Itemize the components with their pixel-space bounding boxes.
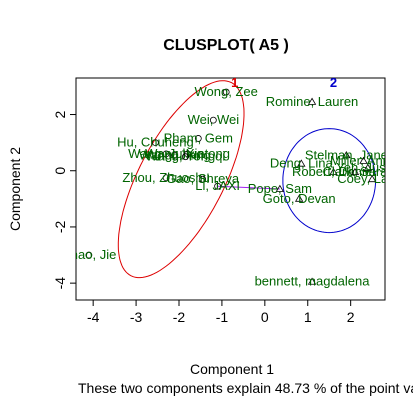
point-marker: [194, 135, 202, 142]
x-axis-label: Component 1: [190, 361, 274, 377]
x-tick-label: 2: [347, 309, 355, 325]
point-label: Zhou, Zhuoshu: [122, 170, 209, 185]
point-label: Wang, Yongqi: [146, 149, 226, 164]
point-label: Wang, Jiang: [139, 147, 211, 162]
y-axis: -4 -2 0 2: [52, 110, 76, 289]
x-tick-label: -3: [130, 309, 143, 325]
y-tick-label: 0: [52, 167, 68, 175]
point-label: Chao, Jie: [61, 247, 116, 262]
point-marker: [199, 175, 207, 183]
point-label: Clark, Sara: [322, 164, 388, 179]
cluster-number-label: 2: [330, 75, 337, 90]
x-tick-label: -4: [87, 309, 100, 325]
y-tick-label: -2: [52, 221, 68, 234]
point-label: Robert, Daniel: [292, 164, 375, 179]
point-marker: [297, 159, 306, 167]
point-label: Yeh, Justin: [336, 160, 399, 175]
cluster-connector-line: [217, 185, 280, 190]
point-marker: [151, 139, 159, 147]
point-marker: [209, 116, 217, 124]
point-label: Deng, Lina: [270, 156, 334, 171]
point-label: Romine, Lauren: [266, 94, 359, 109]
point-marker: [222, 88, 230, 96]
point-marker: [85, 251, 93, 259]
point-marker: [171, 151, 179, 159]
point-marker: [359, 156, 368, 164]
point-marker: [350, 167, 360, 176]
point-label: Goto, Devan: [263, 191, 336, 206]
point-label: Pham, Gem: [164, 130, 233, 145]
cluster-number-label: 1: [231, 75, 238, 90]
chart-title: CLUSPLOT( A5 ): [163, 37, 289, 54]
point-label: Miller, Anne: [330, 153, 397, 168]
point-label: Wang, Juhua: [128, 146, 205, 161]
y-tick-label: -4: [52, 277, 68, 290]
point-marker: [307, 277, 317, 285]
point-label: Gao, Shreya: [166, 171, 240, 186]
point-label: Wang, Xintong: [145, 146, 230, 161]
x-axis: -4 -3 -2 -1 0 1 2: [87, 299, 355, 325]
point-marker: [363, 163, 373, 171]
point-marker: [182, 153, 189, 161]
point-marker: [214, 182, 222, 190]
point-marker: [329, 167, 338, 176]
point-marker: [294, 194, 304, 202]
point-marker: [275, 184, 285, 192]
point-marker: [162, 150, 170, 158]
point-label: Wong, Zee: [195, 84, 258, 99]
cluster-ellipse-2: [282, 128, 377, 234]
point-marker: [162, 174, 170, 182]
point-label: Coey, Laura: [337, 171, 408, 186]
point-label: Stelman, Jane: [305, 147, 388, 162]
point-marker: [367, 174, 377, 183]
x-tick-label: 0: [261, 309, 269, 325]
point-label: Hu, Chuheng: [117, 135, 194, 150]
x-tick-label: -2: [173, 309, 186, 325]
point-label: Pope, Sam: [248, 181, 312, 196]
point-label: Wei, Wei: [188, 112, 240, 127]
x-tick-label: -1: [216, 309, 229, 325]
x-tick-label: 1: [304, 309, 312, 325]
chart-subtitle: These two components explain 48.73 % of …: [78, 380, 413, 396]
y-axis-label: Component 2: [7, 147, 23, 231]
y-tick-label: 2: [52, 110, 68, 118]
cluster-ellipse-1: [117, 80, 245, 279]
point-marker: [307, 97, 317, 105]
point-label: bennett, magdalena: [255, 274, 371, 289]
point-marker: [342, 150, 351, 159]
point-label: Li, JAXI: [195, 178, 240, 193]
